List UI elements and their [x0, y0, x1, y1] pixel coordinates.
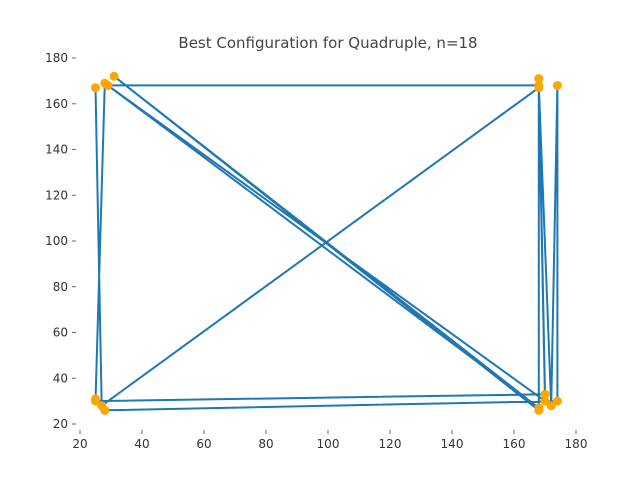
chart-title: Best Configuration for Quadruple, n=18 — [178, 34, 477, 52]
y-tick-label: 20 — [53, 417, 68, 431]
axes-layer: 20 40 60 80 100 120 140 160 180 20 40 60 80 100 120 140… — [45, 51, 587, 451]
data-point — [534, 74, 544, 84]
y-tick-label: 80 — [53, 280, 68, 294]
y-tick-label: 100 — [45, 234, 68, 248]
data-point — [91, 394, 100, 404]
x-tick-label: 100 — [317, 437, 340, 451]
data-point — [552, 396, 562, 406]
y-tick-label: 120 — [45, 188, 68, 202]
y-tick-label: 160 — [45, 97, 68, 111]
x-tick-label: 80 — [258, 437, 273, 451]
y-tick-label: 60 — [53, 326, 68, 340]
y-tick-label: 140 — [45, 143, 68, 157]
data-point — [100, 405, 110, 415]
data-point — [552, 80, 562, 90]
data-point — [91, 83, 100, 93]
x-tick-label: 20 — [72, 437, 87, 451]
marker-layer — [91, 71, 562, 415]
data-point — [540, 389, 550, 399]
x-tick-label: 180 — [565, 437, 588, 451]
data-point — [103, 80, 113, 90]
y-tick-label: 180 — [45, 51, 68, 65]
data-point — [540, 396, 550, 406]
y-tick-label: 40 — [53, 371, 68, 385]
data-point — [534, 403, 544, 413]
line-layer — [94, 75, 559, 412]
x-tick-label: 40 — [134, 437, 149, 451]
data-point — [109, 71, 119, 81]
x-tick-label: 140 — [441, 437, 464, 451]
data-point — [546, 401, 556, 411]
data-point — [534, 80, 544, 90]
series-line — [94, 75, 559, 412]
x-tick-label: 120 — [379, 437, 402, 451]
x-tick-label: 60 — [196, 437, 211, 451]
x-tick-label: 160 — [503, 437, 526, 451]
